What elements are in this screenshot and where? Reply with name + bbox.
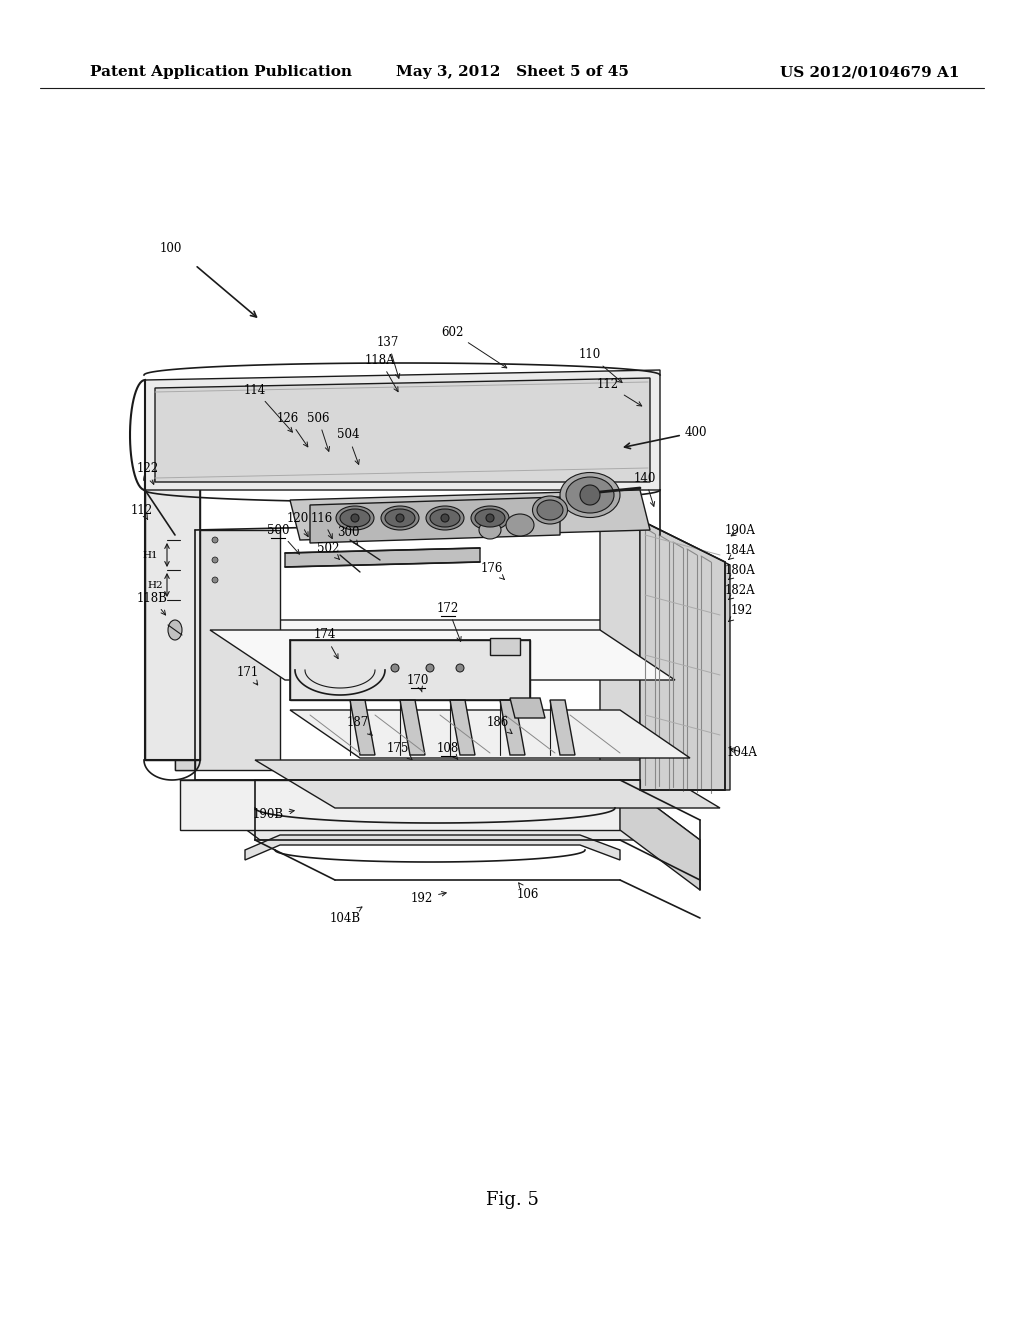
- Text: 186: 186: [486, 715, 512, 734]
- Text: 100: 100: [160, 242, 182, 255]
- Ellipse shape: [351, 513, 359, 521]
- Polygon shape: [290, 710, 690, 758]
- Text: 170: 170: [407, 673, 429, 692]
- Text: 116: 116: [311, 511, 333, 539]
- Text: 184A: 184A: [725, 544, 756, 560]
- Ellipse shape: [506, 513, 534, 536]
- Polygon shape: [145, 370, 660, 490]
- Ellipse shape: [426, 506, 464, 531]
- Ellipse shape: [430, 510, 460, 527]
- Polygon shape: [175, 531, 195, 770]
- Text: 104A: 104A: [727, 746, 758, 759]
- Ellipse shape: [471, 506, 509, 531]
- Polygon shape: [195, 620, 685, 675]
- Polygon shape: [145, 480, 200, 760]
- Polygon shape: [640, 520, 730, 789]
- Text: H1: H1: [142, 552, 158, 561]
- Ellipse shape: [456, 664, 464, 672]
- Text: 502: 502: [316, 541, 339, 560]
- Ellipse shape: [396, 513, 404, 521]
- Text: 106: 106: [517, 883, 540, 902]
- Text: May 3, 2012   Sheet 5 of 45: May 3, 2012 Sheet 5 of 45: [395, 65, 629, 79]
- Polygon shape: [510, 698, 545, 718]
- Ellipse shape: [486, 513, 494, 521]
- Ellipse shape: [479, 521, 501, 539]
- Ellipse shape: [168, 620, 182, 640]
- Text: US 2012/0104679 A1: US 2012/0104679 A1: [780, 65, 959, 79]
- Ellipse shape: [381, 506, 419, 531]
- Polygon shape: [600, 531, 725, 770]
- Ellipse shape: [212, 577, 218, 583]
- Text: 192: 192: [411, 891, 446, 904]
- Text: 182A: 182A: [725, 583, 756, 599]
- Text: 180A: 180A: [725, 564, 756, 579]
- Polygon shape: [180, 780, 620, 830]
- Text: 112: 112: [131, 503, 153, 519]
- Polygon shape: [490, 638, 520, 655]
- Text: 126: 126: [276, 412, 308, 446]
- Ellipse shape: [560, 473, 620, 517]
- Text: 110: 110: [579, 348, 622, 383]
- Text: 192: 192: [729, 603, 753, 622]
- Text: 122: 122: [137, 462, 159, 484]
- Ellipse shape: [336, 506, 374, 531]
- Text: 118A: 118A: [365, 354, 398, 392]
- Polygon shape: [180, 780, 700, 840]
- Polygon shape: [155, 378, 650, 482]
- Text: 172: 172: [437, 602, 461, 642]
- Polygon shape: [450, 700, 475, 755]
- Ellipse shape: [212, 537, 218, 543]
- Text: 190B: 190B: [253, 808, 294, 821]
- Text: 190A: 190A: [725, 524, 756, 536]
- Text: 120: 120: [287, 511, 309, 537]
- Text: 174: 174: [313, 628, 338, 659]
- Text: 506: 506: [307, 412, 330, 451]
- Text: 114: 114: [244, 384, 293, 432]
- Text: 175: 175: [387, 742, 412, 759]
- Ellipse shape: [340, 510, 370, 527]
- Ellipse shape: [475, 510, 505, 527]
- Polygon shape: [400, 700, 425, 755]
- Polygon shape: [210, 630, 675, 680]
- Text: 137: 137: [377, 335, 399, 379]
- Polygon shape: [285, 548, 480, 568]
- Ellipse shape: [391, 664, 399, 672]
- Polygon shape: [550, 700, 575, 755]
- Ellipse shape: [385, 510, 415, 527]
- Text: 187: 187: [347, 715, 372, 735]
- Text: 112: 112: [597, 379, 642, 407]
- Text: 171: 171: [237, 665, 259, 685]
- Text: Patent Application Publication: Patent Application Publication: [90, 65, 352, 79]
- Ellipse shape: [426, 664, 434, 672]
- Ellipse shape: [441, 513, 449, 521]
- Ellipse shape: [212, 557, 218, 564]
- Text: 504: 504: [337, 429, 359, 465]
- Polygon shape: [500, 700, 525, 755]
- Text: 140: 140: [634, 471, 656, 507]
- Text: 108: 108: [437, 742, 459, 759]
- Ellipse shape: [566, 477, 614, 513]
- Text: 602: 602: [440, 326, 507, 368]
- Polygon shape: [640, 520, 725, 789]
- Polygon shape: [350, 700, 375, 755]
- Text: H2: H2: [147, 582, 163, 590]
- Polygon shape: [255, 760, 720, 808]
- Ellipse shape: [532, 496, 567, 524]
- Polygon shape: [245, 836, 620, 861]
- Text: 104B: 104B: [330, 907, 361, 924]
- Text: 300: 300: [337, 525, 359, 545]
- Text: 500: 500: [266, 524, 299, 554]
- Text: 400: 400: [685, 425, 708, 438]
- Polygon shape: [310, 498, 560, 543]
- Text: 176: 176: [481, 561, 505, 579]
- Polygon shape: [175, 531, 280, 770]
- Polygon shape: [290, 640, 530, 700]
- Polygon shape: [290, 490, 650, 540]
- Text: 118B: 118B: [136, 591, 168, 615]
- Ellipse shape: [580, 484, 600, 506]
- Ellipse shape: [537, 500, 563, 520]
- Text: Fig. 5: Fig. 5: [485, 1191, 539, 1209]
- Polygon shape: [620, 780, 700, 890]
